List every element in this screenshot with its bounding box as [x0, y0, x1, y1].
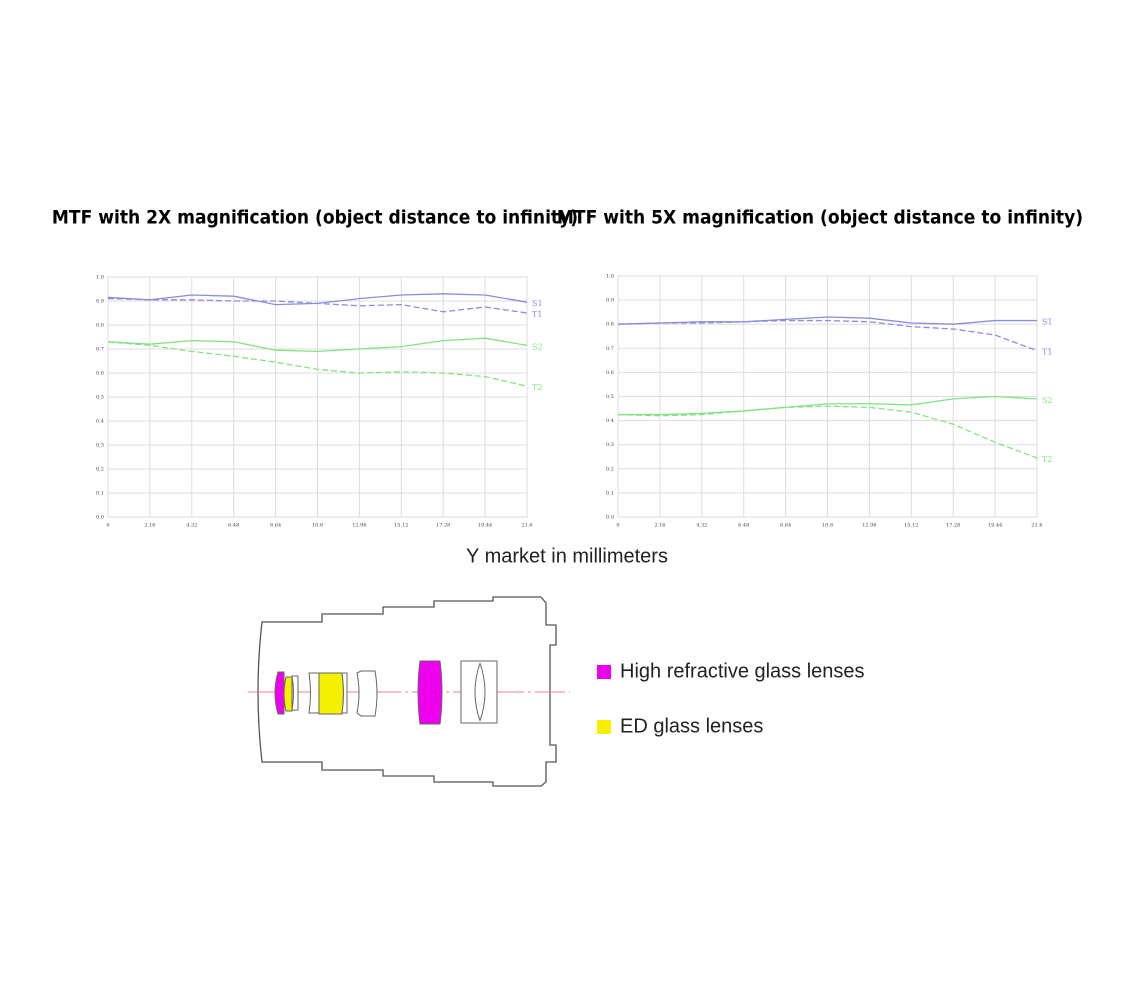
x-tick-label: 4.32	[186, 523, 197, 529]
charts: MTF with 2X magnification (object distan…	[52, 207, 1083, 529]
x-tick-label: 19.44	[478, 523, 492, 529]
y-tick-label: 0.1	[96, 491, 104, 497]
y-tick-label: 0.8	[96, 323, 104, 329]
series-name: T2	[1042, 455, 1052, 464]
series-name: S1	[532, 299, 543, 308]
series-name: S2	[532, 342, 543, 351]
x-tick-label: 6.48	[228, 523, 239, 529]
series-name: T1	[1042, 348, 1052, 357]
y-tick-label: 0.6	[96, 371, 104, 377]
series-name: S1	[1042, 318, 1053, 327]
lens-barrel	[257, 596, 557, 787]
series-line	[617, 319, 1038, 352]
lens-element	[417, 660, 443, 725]
x-tick-label: 2.16	[144, 523, 155, 529]
x-tick-label: 12.96	[862, 523, 876, 529]
y-tick-label: 0.6	[606, 370, 614, 376]
x-tick-label: 19.44	[988, 523, 1002, 529]
x-tick-label: 8.64	[780, 523, 791, 529]
series-name: T2	[532, 383, 542, 392]
lens-element	[318, 672, 344, 715]
x-tick-label: 15.12	[394, 523, 408, 529]
lens-element	[341, 672, 348, 714]
y-tick-label: 0.2	[96, 467, 104, 473]
series-line	[107, 341, 528, 387]
chart-title: MTF with 2X magnification (object distan…	[52, 207, 578, 229]
x-tick-label: 8.64	[270, 523, 281, 529]
x-tick-label: 0	[106, 523, 109, 529]
x-tick-label: 17.28	[946, 523, 960, 529]
x-tick-label: 6.48	[738, 523, 749, 529]
y-tick-label: 0.7	[606, 346, 614, 352]
lens-diagram	[248, 596, 570, 787]
y-tick-label: 0.7	[96, 347, 104, 353]
series-line	[107, 337, 528, 353]
series-line	[617, 405, 1038, 459]
lens-element	[291, 675, 299, 711]
y-tick-label: 1.0	[606, 274, 614, 280]
y-tick-label: 0.3	[96, 443, 104, 449]
x-tick-label: 10.8	[822, 523, 833, 529]
x-tick-label: 21.6	[521, 523, 532, 529]
y-tick-label: 0.4	[606, 418, 614, 424]
lens-element	[283, 676, 293, 712]
x-tick-label: 0	[616, 523, 619, 529]
legend-swatch	[597, 665, 611, 679]
series-name: S2	[1042, 396, 1053, 405]
series-line	[617, 316, 1037, 325]
y-tick-label: 0.9	[96, 299, 104, 305]
lens-element	[308, 672, 320, 714]
series-line	[107, 297, 528, 314]
lens-legend: High refractive glass lenses ED glass len…	[597, 660, 865, 737]
lens-element	[474, 662, 486, 722]
x-tick-label: 4.32	[696, 523, 707, 529]
legend-label: High refractive glass lenses	[620, 660, 865, 682]
series-line	[618, 395, 1038, 416]
lens-element	[274, 671, 285, 715]
y-tick-label: 0.3	[606, 442, 614, 448]
chart-title: MTF with 5X magnification (object distan…	[557, 207, 1083, 229]
y-tick-label: 0.1	[606, 490, 614, 496]
chart: MTF with 5X magnification (object distan…	[557, 207, 1083, 529]
x-tick-label: 2.16	[654, 523, 665, 529]
x-tick-label: 17.28	[436, 523, 450, 529]
y-tick-label: 0.8	[606, 322, 614, 328]
legend-swatch	[597, 720, 611, 734]
legend-label: ED glass lenses	[620, 715, 763, 737]
lens-element	[356, 670, 378, 717]
x-tick-label: 12.96	[352, 523, 366, 529]
chart: MTF with 2X magnification (object distan…	[52, 207, 578, 529]
y-tick-label: 0.2	[606, 466, 614, 472]
x-tick-label: 10.8	[312, 523, 323, 529]
y-tick-label: 0.9	[606, 298, 614, 304]
y-tick-label: 0.4	[96, 419, 104, 425]
x-tick-label: 15.12	[904, 523, 918, 529]
y-tick-label: 0.5	[96, 395, 104, 401]
y-tick-label: 0.0	[606, 515, 614, 521]
y-tick-label: 0.5	[606, 394, 614, 400]
lens-element	[460, 660, 498, 724]
y-tick-label: 1.0	[96, 275, 104, 281]
x-axis-label: Y market in millimeters	[466, 545, 668, 567]
series-name: T1	[532, 310, 542, 319]
x-tick-label: 21.6	[1031, 523, 1042, 529]
y-tick-label: 0.0	[96, 515, 104, 521]
